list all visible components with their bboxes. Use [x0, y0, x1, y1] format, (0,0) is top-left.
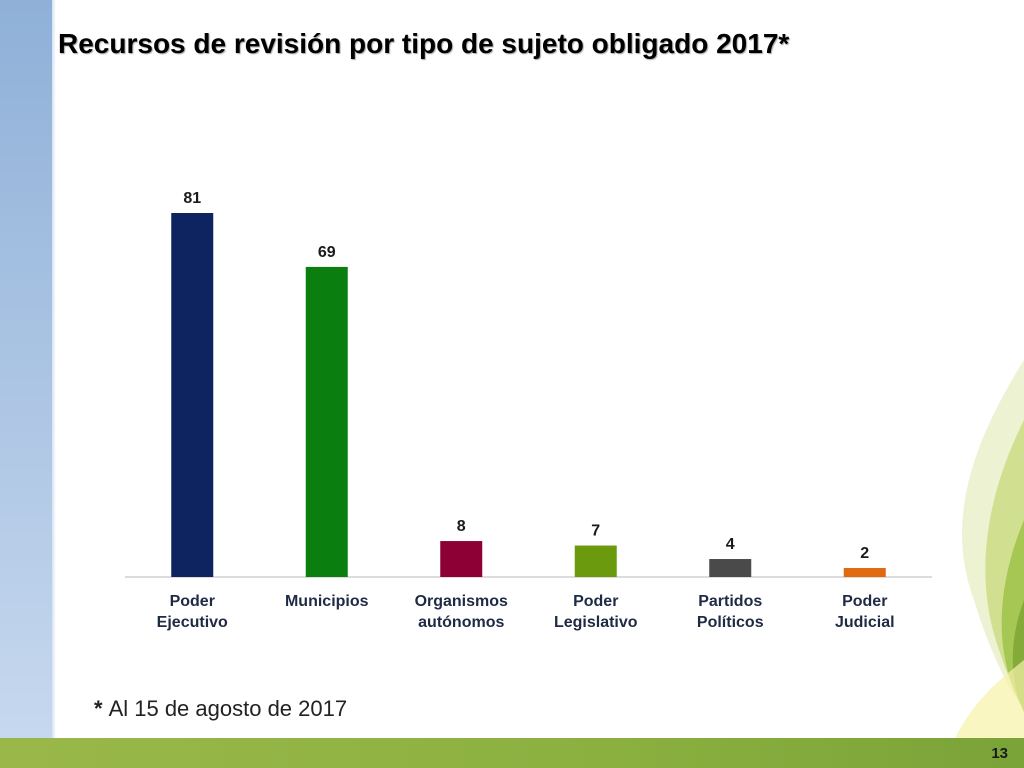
left-decorative-band [0, 0, 52, 740]
bar-value-label: 7 [591, 523, 600, 540]
category-label-line: Organismos [415, 593, 508, 610]
footnote-marker: * [94, 696, 103, 721]
left-band-fade [52, 0, 56, 740]
bar [440, 541, 483, 577]
bar-value-label: 81 [183, 190, 201, 207]
footnote: * Al 15 de agosto de 2017 [94, 696, 347, 722]
category-label-line: Ejecutivo [157, 614, 228, 631]
bar [574, 545, 617, 577]
bar-value-label: 4 [726, 536, 735, 553]
category-label: Poder Legislativo [554, 593, 638, 631]
bar [171, 213, 214, 577]
slide-title: Recursos de revisión por tipo de sujeto … [58, 28, 790, 59]
bar-chart: 81 Poder Ejecutivo 69 Municipios 8 Organismos a… [125, 190, 932, 631]
bar [843, 568, 886, 577]
bar [709, 559, 752, 577]
category-label: Poder Judicial [835, 593, 895, 631]
category-label-line: autónomos [418, 614, 504, 631]
bar [305, 266, 348, 577]
bottom-bar [0, 738, 1024, 768]
bar-value-label: 69 [318, 244, 336, 261]
category-label-line: Poder [573, 593, 618, 610]
category-label-line: Judicial [835, 614, 895, 631]
category-label-line: Políticos [697, 614, 764, 631]
category-label-line: Poder [170, 593, 215, 610]
category-label: Partidos Políticos [697, 593, 764, 631]
category-label: Poder Ejecutivo [157, 593, 228, 631]
category-label: Municipios [285, 593, 369, 610]
right-decorative-swoosh [954, 360, 1024, 740]
category-label: Organismos autónomos [415, 593, 508, 631]
category-label-line: Poder [842, 593, 887, 610]
category-label-line: Municipios [285, 593, 369, 610]
bar-value-label: 2 [860, 545, 869, 562]
bar-value-label: 8 [457, 518, 466, 535]
page-number: 13 [991, 745, 1008, 762]
category-label-line: Legislativo [554, 614, 638, 631]
footnote-text: Al 15 de agosto de 2017 [108, 696, 348, 721]
category-label-line: Partidos [698, 593, 762, 610]
